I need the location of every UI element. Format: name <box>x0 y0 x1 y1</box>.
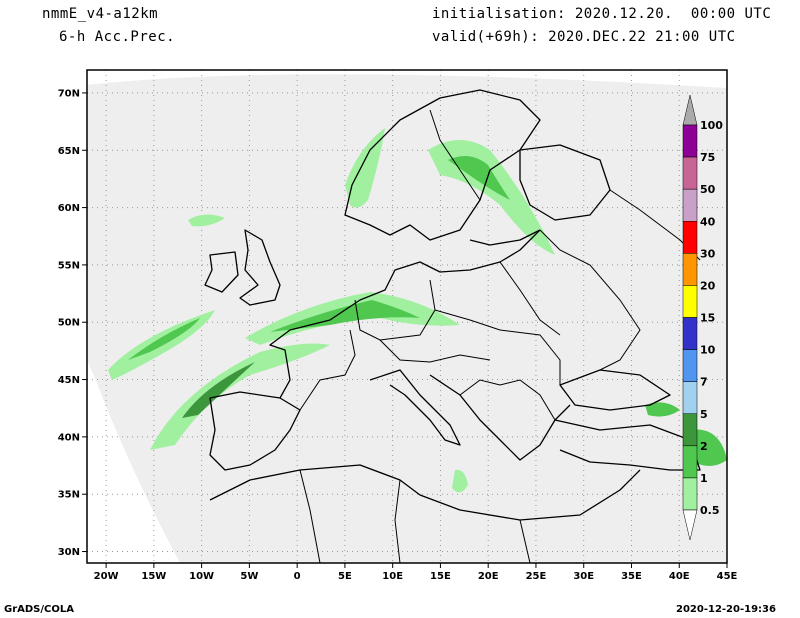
coast-turkey <box>554 419 701 471</box>
colorbar-label: 75 <box>700 151 715 164</box>
precip-band-atlantic-core <box>128 318 200 360</box>
border-north-africa <box>299 469 321 563</box>
lat-label: 40N <box>58 432 80 443</box>
border-alps <box>379 339 491 363</box>
colorbar-swatch <box>682 349 698 382</box>
border-eastern-europe <box>539 229 641 371</box>
lon-label: 20W <box>94 571 119 582</box>
coast-great-britain <box>239 229 281 306</box>
longitude-labels: 20W 15W 10W 5W 0 5E 10E 15E 20E 25E 30E 35E 40E 45E <box>94 563 738 582</box>
colorbar-bottom-triangle <box>682 509 698 541</box>
border-libya-egypt <box>519 519 531 563</box>
lat-label: 65N <box>58 146 80 157</box>
colorbar-label: 20 <box>700 279 716 292</box>
coast-baltic <box>469 229 541 246</box>
coast-finland <box>519 144 611 221</box>
lon-label: 5E <box>338 571 352 582</box>
lon-label: 45E <box>717 571 738 582</box>
lat-label: 45N <box>58 375 80 386</box>
coast-italy <box>369 369 461 446</box>
border-france <box>299 329 356 411</box>
precip-spot-anatolia <box>645 402 680 417</box>
footer-software: GrADS/COLA <box>4 604 74 615</box>
lat-label: 55N <box>58 260 80 271</box>
colorbar-swatch <box>682 124 698 158</box>
colorbar-label: 0.5 <box>700 504 720 517</box>
colorbar-swatch <box>682 381 698 414</box>
colorbar-label: 7 <box>700 376 708 389</box>
lat-label: 35N <box>58 490 80 501</box>
field-name: 6-h Acc.Prec. <box>59 29 176 45</box>
colorbar-swatch <box>682 253 698 286</box>
border-algeria-libya <box>394 479 401 563</box>
model-name: nmmE_v4-a12km <box>42 6 159 22</box>
lat-label: 30N <box>58 547 80 558</box>
precip-spot-scotland <box>188 214 225 227</box>
precip-spot-libya <box>452 469 468 493</box>
lon-label: 20E <box>478 571 499 582</box>
colorbar-swatch <box>682 477 698 511</box>
lat-label: 50N <box>58 318 80 329</box>
coast-iberia <box>209 391 301 471</box>
border-germany <box>354 279 436 341</box>
colorbar-swatch <box>682 285 698 318</box>
lon-label: 30E <box>573 571 594 582</box>
colorbar-label: 5 <box>700 408 708 421</box>
lon-label: 10W <box>189 571 214 582</box>
precip-band-norway <box>345 128 385 208</box>
colorbar-swatch <box>682 156 698 190</box>
valid-time: valid(+69h): 2020.DEC.22 21:00 UTC <box>432 29 736 45</box>
colorbar-swatch <box>682 445 698 479</box>
colorbar-swatch <box>682 221 698 254</box>
colorbar-label: 40 <box>700 215 716 228</box>
colorbar-label: 10 <box>700 344 716 357</box>
colorbar-label: 15 <box>700 312 715 325</box>
precip-spot-turkey-east <box>688 429 727 466</box>
precip-band-france-core <box>270 300 420 332</box>
lon-label: 35E <box>621 571 642 582</box>
colorbar-label: 2 <box>700 440 708 453</box>
lon-label: 15W <box>141 571 166 582</box>
coast-mainland <box>269 229 541 399</box>
colorbar-swatch <box>682 188 698 222</box>
coast-ireland <box>204 251 239 293</box>
colorbar-label: 50 <box>700 183 716 196</box>
lat-label: 60N <box>58 203 80 214</box>
coastlines <box>204 89 701 521</box>
precip-band-scandinavia-core <box>448 156 510 200</box>
lon-label: 10E <box>382 571 403 582</box>
coast-balkans <box>429 374 571 461</box>
colorbar-label: 1 <box>700 472 708 485</box>
border-balkans <box>459 379 556 421</box>
colorbar-label: 100 <box>700 119 723 132</box>
precip-band-iberia-west <box>150 343 330 450</box>
colorbar-swatch <box>682 317 698 350</box>
border-poland-east <box>499 261 561 336</box>
latitude-labels: 70N 65N 60N 55N 50N 45N 40N 35N 30N <box>58 88 87 558</box>
footer-timestamp: 2020-12-20-19:36 <box>676 604 776 615</box>
lon-label: 5W <box>240 571 258 582</box>
border-central <box>434 309 561 385</box>
lat-label: 70N <box>58 88 80 99</box>
country-borders <box>299 109 701 563</box>
lon-label: 40E <box>669 571 690 582</box>
plot-frame <box>86 69 728 564</box>
coast-black-sea <box>559 369 671 411</box>
init-time: initialisation: 2020.12.20. 00:00 UTC <box>432 6 772 22</box>
lon-label: 0 <box>294 571 301 582</box>
lon-label: 15E <box>430 571 451 582</box>
colorbar-swatch <box>682 413 698 447</box>
lon-label: 25E <box>526 571 547 582</box>
precip-band-iberia-core <box>182 362 255 418</box>
colorbar-label: 30 <box>700 247 716 260</box>
border-sweden-norway <box>429 109 481 201</box>
coast-north-africa <box>209 464 641 521</box>
